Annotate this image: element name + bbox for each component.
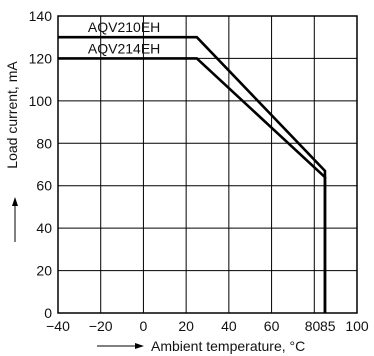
series-label-aqv210eh: AQV210EH bbox=[88, 19, 160, 35]
y-tick-label: 60 bbox=[36, 178, 52, 194]
x-tick-label: 60 bbox=[264, 318, 280, 334]
y-tick-label: 40 bbox=[36, 220, 52, 236]
x-tick-label: 20 bbox=[178, 318, 194, 334]
series-label-aqv214eh: AQV214EH bbox=[88, 40, 160, 56]
series-labels: AQV210EH AQV214EH bbox=[88, 19, 160, 56]
y-tick-label: 140 bbox=[29, 8, 53, 24]
y-axis-title-group: Load current, mA bbox=[4, 61, 20, 242]
y-tick-label: 0 bbox=[44, 305, 52, 321]
series-line-aqv210eh bbox=[58, 35, 327, 313]
y-tick-label: 120 bbox=[29, 50, 53, 66]
y-axis-arrowhead-icon bbox=[12, 197, 18, 206]
x-tick-label: 40 bbox=[221, 318, 237, 334]
y-tick-label: 80 bbox=[36, 135, 52, 151]
x-tick-label: 85 bbox=[320, 318, 336, 334]
x-tick-label: 100 bbox=[345, 318, 369, 334]
y-tick-label: 20 bbox=[36, 263, 52, 279]
x-tick-label: 0 bbox=[140, 318, 148, 334]
series-layer bbox=[58, 35, 327, 313]
x-tick-label: 80 bbox=[305, 318, 321, 334]
plot-frame bbox=[57, 15, 358, 314]
x-tick-label: −20 bbox=[89, 318, 113, 334]
y-tick-label: 100 bbox=[29, 93, 53, 109]
x-tick-label: −40 bbox=[46, 318, 70, 334]
series-line-aqv214eh bbox=[58, 57, 327, 313]
x-axis-title-group: Ambient temperature, °C bbox=[97, 338, 305, 354]
x-axis-arrowhead-icon bbox=[135, 343, 144, 349]
y-axis-title: Load current, mA bbox=[4, 61, 20, 169]
grid bbox=[57, 15, 358, 314]
x-axis-title: Ambient temperature, °C bbox=[151, 338, 305, 354]
